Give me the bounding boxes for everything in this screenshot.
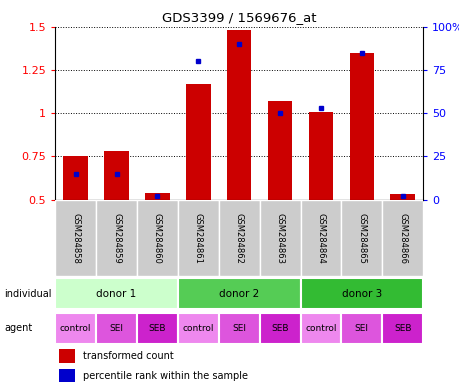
Text: SEI: SEI: [354, 324, 368, 333]
Bar: [226, 30, 251, 200]
Text: SEB: SEB: [393, 324, 411, 333]
Text: SEI: SEI: [109, 324, 123, 333]
Bar: [63, 156, 88, 200]
Text: GSM284866: GSM284866: [397, 213, 406, 263]
Text: GSM284860: GSM284860: [152, 213, 162, 263]
Text: GSM284865: GSM284865: [357, 213, 365, 263]
FancyBboxPatch shape: [178, 313, 218, 344]
Bar: [308, 112, 332, 200]
Bar: [59, 349, 74, 363]
Text: GSM284858: GSM284858: [71, 213, 80, 263]
Text: agent: agent: [5, 323, 33, 333]
Text: GSM284861: GSM284861: [193, 213, 202, 263]
FancyBboxPatch shape: [381, 313, 422, 344]
Bar: [185, 84, 210, 200]
Text: GSM284863: GSM284863: [275, 213, 284, 263]
Bar: [145, 193, 169, 200]
FancyBboxPatch shape: [55, 313, 96, 344]
FancyBboxPatch shape: [178, 278, 300, 310]
FancyBboxPatch shape: [137, 313, 178, 344]
Text: donor 3: donor 3: [341, 289, 381, 299]
FancyBboxPatch shape: [381, 200, 422, 276]
Text: GSM284859: GSM284859: [112, 213, 121, 263]
FancyBboxPatch shape: [96, 313, 137, 344]
Text: control: control: [182, 324, 213, 333]
Bar: [59, 369, 74, 382]
FancyBboxPatch shape: [96, 200, 137, 276]
Text: transformed count: transformed count: [83, 351, 173, 361]
Text: percentile rank within the sample: percentile rank within the sample: [83, 371, 247, 381]
Text: control: control: [305, 324, 336, 333]
Text: donor 2: donor 2: [218, 289, 259, 299]
FancyBboxPatch shape: [55, 200, 96, 276]
FancyBboxPatch shape: [300, 278, 422, 310]
Text: individual: individual: [5, 289, 52, 299]
FancyBboxPatch shape: [300, 200, 341, 276]
Text: control: control: [60, 324, 91, 333]
FancyBboxPatch shape: [137, 200, 178, 276]
Text: SEI: SEI: [232, 324, 246, 333]
FancyBboxPatch shape: [259, 313, 300, 344]
Text: donor 1: donor 1: [96, 289, 136, 299]
Text: SEB: SEB: [271, 324, 288, 333]
FancyBboxPatch shape: [259, 200, 300, 276]
Text: GSM284864: GSM284864: [316, 213, 325, 263]
FancyBboxPatch shape: [55, 278, 178, 310]
FancyBboxPatch shape: [178, 200, 218, 276]
FancyBboxPatch shape: [341, 313, 381, 344]
Text: SEB: SEB: [148, 324, 166, 333]
Text: GSM284862: GSM284862: [234, 213, 243, 263]
FancyBboxPatch shape: [300, 313, 341, 344]
FancyBboxPatch shape: [218, 200, 259, 276]
FancyBboxPatch shape: [218, 313, 259, 344]
FancyBboxPatch shape: [341, 200, 381, 276]
Bar: [104, 151, 129, 200]
Bar: [390, 195, 414, 200]
Bar: [349, 53, 373, 200]
Title: GDS3399 / 1569676_at: GDS3399 / 1569676_at: [162, 11, 316, 24]
Bar: [267, 101, 292, 200]
